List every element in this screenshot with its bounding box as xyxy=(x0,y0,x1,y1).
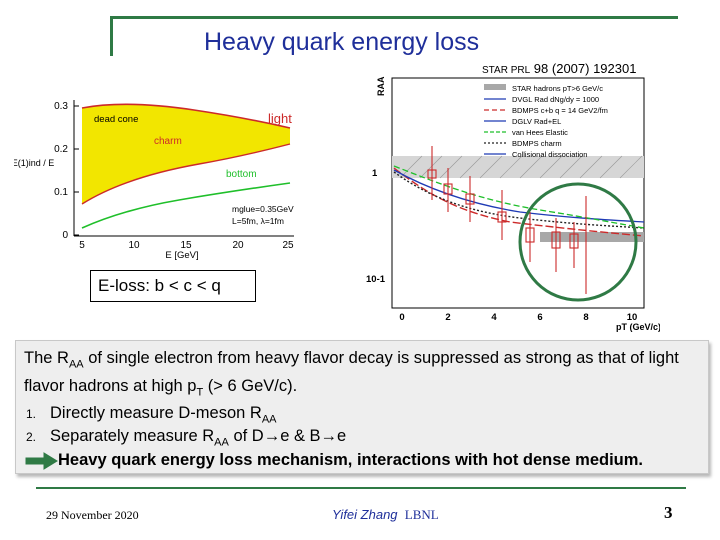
author-institution: LBNL xyxy=(404,507,439,522)
item1-text: Directly measure D-meson R xyxy=(50,404,262,422)
left-y-tick: 0.1 xyxy=(54,187,68,198)
raa-x-tick: 8 xyxy=(583,312,588,323)
item1-number: 1. xyxy=(26,407,37,421)
raa-legend: STAR hadrons pT>6 GeV/c DVGL Rad dNg/dy … xyxy=(484,84,608,159)
footer-line xyxy=(36,487,686,489)
energy-loss-plot: 0.3 0.2 0.1 0 5 10 15 20 25 E [GeV] ΔE(1… xyxy=(14,100,294,260)
raa-x-ticks: 0 2 4 6 8 10 xyxy=(399,312,637,323)
raa-x-tick: 6 xyxy=(537,312,542,323)
footer-author: Yifei Zhang LBNL xyxy=(332,507,439,523)
bdmps-charm-curve xyxy=(393,171,645,229)
electron-data-points xyxy=(427,146,587,294)
raa-x-tick: 2 xyxy=(445,312,450,323)
legend-entry: BDMPS charm xyxy=(512,139,562,148)
legend-entry: DVGL Rad dNg/dy = 1000 xyxy=(512,95,599,104)
raa-ylabel: RAA xyxy=(376,76,386,96)
dead-cone-label: dead cone xyxy=(94,114,138,125)
raa-plot: STAR hadrons pT>6 GeV/c DVGL Rad dNg/dy … xyxy=(366,76,660,332)
summary-text: of single electron from heavy flavor dec… xyxy=(24,349,679,396)
title-frame-left-line xyxy=(110,16,113,56)
left-x-tick: 15 xyxy=(180,240,192,251)
left-plot-x-ticks: 5 10 15 20 25 xyxy=(79,240,294,251)
params-line1: mglue=0.35GeV xyxy=(232,204,294,214)
item2-subscript: AA xyxy=(214,436,229,449)
band-hatching xyxy=(399,155,643,179)
eloss-ordering-box: E-loss: b < c < q xyxy=(90,270,256,302)
raa-y-tick-low: 10-1 xyxy=(366,274,386,285)
bottom-curve xyxy=(81,182,291,229)
slide-title: Heavy quark energy loss xyxy=(204,28,480,56)
raa-y-tick-one: 1 xyxy=(372,168,378,179)
raa-x-tick: 0 xyxy=(399,312,404,323)
raa-x-tick: 4 xyxy=(491,312,497,323)
summary-subscript: AA xyxy=(68,358,84,371)
raa-plot-frame xyxy=(391,77,645,309)
summary-text: The R xyxy=(24,349,69,367)
item2-text: of D→e & B→e xyxy=(228,427,347,445)
legend-entry: BDMPS c+b q = 14 GeV2/fm xyxy=(512,106,608,115)
item2-number: 2. xyxy=(26,430,37,444)
raa-x-tick: 10 xyxy=(627,312,638,323)
page-number: 3 xyxy=(664,503,673,522)
left-y-tick: 0.3 xyxy=(54,101,68,112)
item1-subscript: AA xyxy=(261,413,277,426)
left-y-tick: 0 xyxy=(62,230,68,241)
citation-journal: STAR PRL xyxy=(482,65,531,76)
summary-text: (> 6 GeV/c). xyxy=(203,377,298,396)
left-plot-y-ticks: 0.3 0.2 0.1 0 xyxy=(54,101,79,241)
light-curve xyxy=(81,103,291,129)
citation-rest: (2007) 192301 xyxy=(551,61,637,76)
left-x-tick: 5 xyxy=(79,240,85,251)
title-frame-top-line xyxy=(110,16,678,19)
legend-entry: Collisional dissociation xyxy=(512,150,587,159)
star-hadron-band xyxy=(392,156,644,178)
charm-curve xyxy=(81,143,291,205)
params-line2: L=5fm, λ=1fm xyxy=(232,216,284,226)
summary-subscript: T xyxy=(196,386,204,399)
left-x-tick: 20 xyxy=(232,240,244,251)
dead-cone-band xyxy=(82,104,290,204)
arrow-icon xyxy=(25,452,58,470)
legend-entry: STAR hadrons pT>6 GeV/c xyxy=(512,84,603,93)
item2: Separately measure RAA of D→e & B→e xyxy=(50,427,346,448)
summary-paragraph: The RAA of single electron from heavy fl… xyxy=(24,347,708,404)
light-label: light xyxy=(268,111,292,126)
left-x-tick: 10 xyxy=(128,240,140,251)
item1: Directly measure D-meson RAA xyxy=(50,404,277,425)
left-x-tick: 25 xyxy=(282,240,294,251)
left-plot-xlabel: E [GeV] xyxy=(165,250,198,260)
conclusion-text: Heavy quark energy loss mechanism, inter… xyxy=(58,451,644,469)
dglv-curve xyxy=(393,169,645,223)
legend-entry: van Hees Elastic xyxy=(512,128,568,137)
citation: STAR PRL 98 (2007) 192301 xyxy=(482,61,636,76)
summary-box: The RAA of single electron from heavy fl… xyxy=(15,340,709,474)
author-name: Yifei Zhang xyxy=(332,507,398,522)
bdmps-cb-curve xyxy=(393,167,645,237)
citation-volume: 98 xyxy=(533,61,549,76)
left-y-tick: 0.2 xyxy=(54,144,68,155)
raa-xlabel: pT (GeV/c) xyxy=(616,322,660,332)
legend-entry: DGLV Rad+EL xyxy=(512,117,561,126)
item2-text: Separately measure R xyxy=(50,427,215,445)
left-plot-ylabel: ΔE(1)ind / E xyxy=(14,158,54,168)
footer-date: 29 November 2020 xyxy=(46,508,139,522)
bottom-label: bottom xyxy=(226,169,257,180)
charm-label: charm xyxy=(154,136,182,147)
highlight-circle xyxy=(518,182,638,302)
hadron-data-bar xyxy=(540,232,644,242)
